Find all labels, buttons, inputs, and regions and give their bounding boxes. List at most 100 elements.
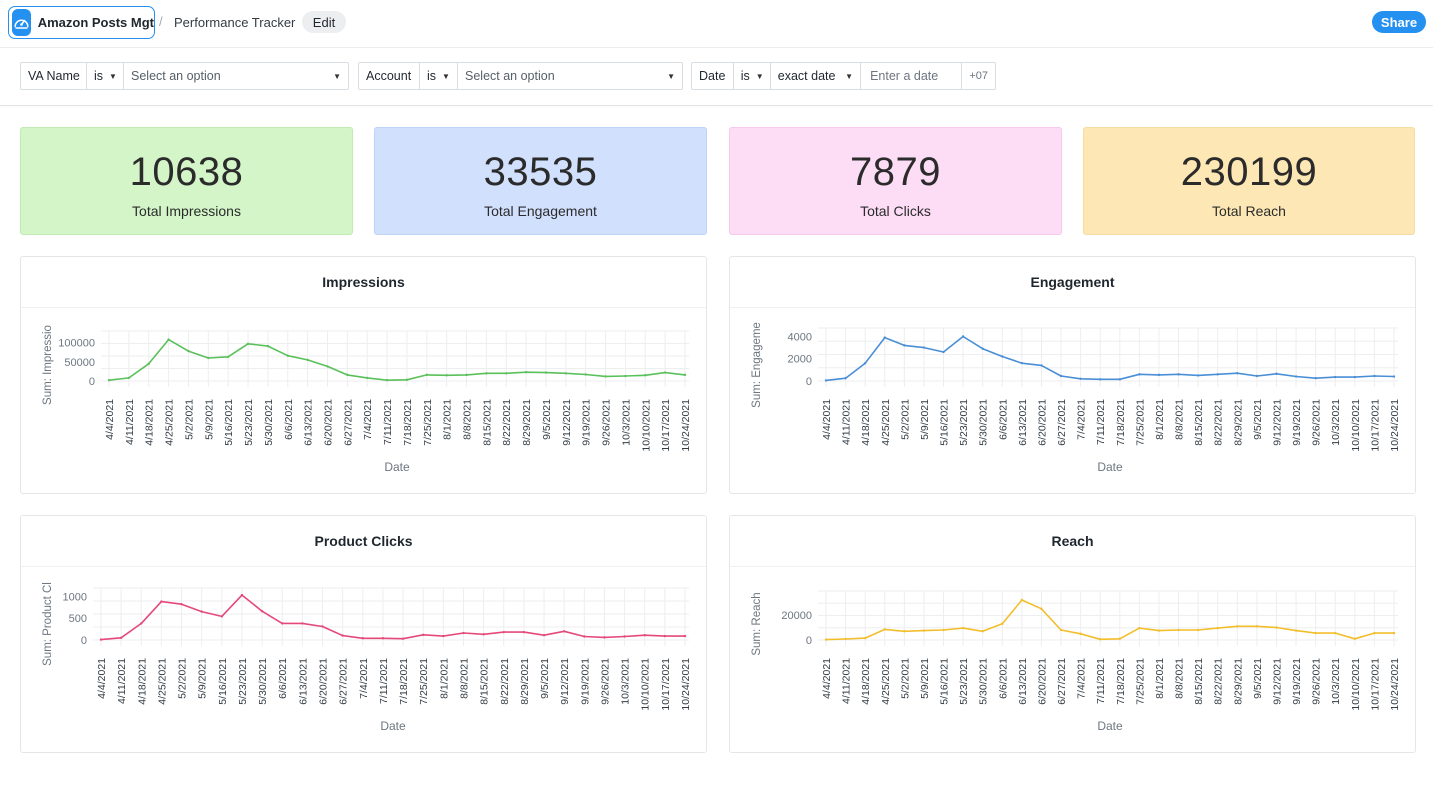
data-point: [1118, 378, 1121, 381]
data-point: [226, 355, 230, 359]
x-tick-label: 6/27/2021: [1056, 658, 1068, 705]
x-tick-label: 4/18/2021: [860, 658, 872, 705]
stat-label: Total Reach: [1212, 203, 1286, 219]
filter-operator-select[interactable]: is ▼: [420, 63, 458, 89]
data-point: [301, 622, 304, 625]
filter-operator-label: is: [740, 69, 750, 83]
date-input[interactable]: Enter a date: [861, 63, 963, 89]
data-point: [167, 338, 170, 341]
series-line: [100, 594, 685, 641]
data-point: [844, 637, 847, 641]
data-point: [1216, 626, 1219, 630]
data-point: [425, 373, 428, 377]
data-point: [1020, 361, 1024, 365]
x-tick-label: 5/16/2021: [939, 399, 951, 446]
data-point: [99, 638, 103, 641]
x-tick-label: 6/27/2021: [338, 658, 350, 705]
x-tick-label: 5/30/2021: [978, 399, 990, 446]
data-point: [562, 630, 566, 633]
share-button[interactable]: Share: [1372, 11, 1426, 33]
x-tick-label: 9/26/2021: [1311, 399, 1323, 446]
x-tick-label: 8/29/2021: [519, 658, 531, 705]
page-title[interactable]: Performance Tracker: [174, 15, 296, 30]
y-tick-label: 0: [806, 635, 812, 647]
x-tick-label: 9/5/2021: [1252, 399, 1264, 440]
y-tick-label: 500: [69, 613, 87, 625]
x-tick-label: 9/5/2021: [541, 399, 553, 440]
data-point: [326, 365, 329, 368]
x-tick-label: 6/13/2021: [303, 399, 315, 446]
x-tick-label: 7/4/2021: [362, 399, 374, 440]
chart-title: Impressions: [322, 274, 405, 290]
x-tick-label: 6/6/2021: [997, 658, 1009, 699]
data-point: [624, 374, 627, 378]
app-switcher[interactable]: Amazon Posts Mgt: [8, 6, 155, 39]
x-tick-label: 6/20/2021: [318, 658, 330, 705]
data-point: [1236, 625, 1239, 628]
data-point: [863, 361, 867, 365]
data-point: [1157, 373, 1161, 377]
chart-card-engagement: Engagement 0 2000 4000 4/4/2021 4/11/2021 4/1…: [729, 256, 1416, 494]
chart-title: Reach: [1051, 533, 1094, 549]
x-tick-label: 5/16/2021: [939, 658, 951, 705]
data-point: [922, 346, 926, 349]
x-tick-label: 8/15/2021: [481, 399, 493, 446]
data-point: [1294, 629, 1298, 632]
x-tick-label: 8/1/2021: [438, 658, 450, 699]
data-point: [824, 638, 828, 641]
x-tick-label: 10/24/2021: [1389, 399, 1401, 452]
data-point: [663, 371, 667, 374]
data-point: [623, 635, 626, 638]
filter-field-account[interactable]: Account: [359, 63, 420, 89]
data-point: [1059, 628, 1063, 632]
x-tick-label: 8/8/2021: [1174, 399, 1186, 440]
data-point: [422, 633, 425, 636]
stat-card-engagement: 33535 Total Engagement: [374, 127, 707, 235]
x-tick-label: 9/19/2021: [1291, 658, 1303, 705]
edit-button[interactable]: Edit: [302, 11, 346, 33]
x-tick-label: 7/11/2021: [1095, 399, 1107, 445]
x-tick-label: 5/23/2021: [958, 399, 970, 446]
data-point: [683, 373, 687, 377]
data-point: [127, 376, 131, 380]
series-line: [825, 599, 1394, 641]
data-point: [1196, 374, 1200, 377]
x-tick-label: 5/30/2021: [978, 658, 990, 705]
filter-value-placeholder: Select an option: [131, 69, 221, 83]
caret-down-icon: ▼: [333, 71, 341, 81]
y-tick-label: 2000: [788, 354, 812, 366]
filter-field-date[interactable]: Date: [692, 63, 734, 89]
timezone-label: +07: [962, 63, 995, 89]
data-point: [1040, 607, 1043, 610]
data-point: [824, 379, 828, 382]
data-point: [1001, 622, 1004, 625]
data-point: [160, 600, 163, 603]
x-tick-label: 4/11/2021: [841, 658, 853, 704]
x-tick-label: 10/10/2021: [640, 658, 652, 711]
x-tick-label: 7/18/2021: [1115, 399, 1127, 446]
x-tick-label: 9/12/2021: [559, 658, 571, 705]
x-tick-label: 4/18/2021: [860, 399, 872, 446]
filter-field-va-name[interactable]: VA Name: [21, 63, 87, 89]
x-tick-label: 8/22/2021: [499, 658, 511, 705]
data-point: [1353, 637, 1357, 640]
data-point: [1294, 375, 1298, 378]
x-tick-label: 5/23/2021: [958, 658, 970, 705]
chart-card-reach: Reach 0 20000 4/4/2021 4/11/2021 4/18/2021 4/…: [729, 515, 1416, 753]
stat-label: Total Impressions: [132, 203, 241, 219]
filter-value-select[interactable]: Select an option ▼: [124, 63, 348, 89]
data-point: [1177, 373, 1180, 376]
x-tick-label: 6/13/2021: [1017, 399, 1029, 446]
filter-operator-select[interactable]: is ▼: [734, 63, 771, 89]
filter-operator-select[interactable]: is ▼: [87, 63, 124, 89]
x-tick-label: 6/13/2021: [1017, 658, 1029, 705]
x-tick-label: 5/2/2021: [899, 399, 911, 440]
x-tick-label: 10/3/2021: [620, 399, 632, 446]
stat-label: Total Engagement: [484, 203, 597, 219]
x-tick-label: 6/27/2021: [1056, 399, 1068, 446]
filter-date-mode-select[interactable]: exact date ▼: [771, 63, 862, 89]
filter-value-select[interactable]: Select an option ▼: [458, 63, 682, 89]
data-point: [1334, 375, 1337, 379]
data-point: [306, 358, 309, 362]
x-tick-label: 9/19/2021: [1291, 399, 1303, 446]
